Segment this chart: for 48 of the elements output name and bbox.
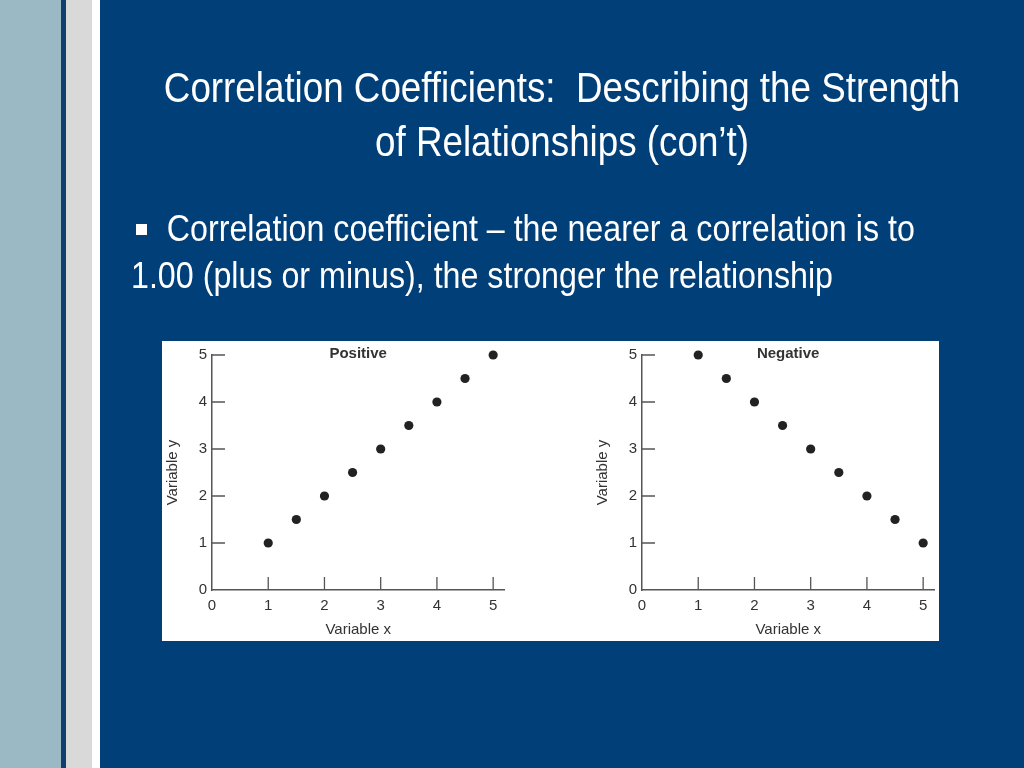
point	[376, 444, 386, 454]
point	[862, 491, 872, 501]
point	[721, 373, 731, 384]
point	[460, 373, 470, 384]
y-tick-label: 0	[628, 580, 637, 598]
text: Correlation Coefficients: Describing the Strength of Relationships (con’t)	[162, 62, 962, 167]
y-tick-label: 5	[628, 345, 637, 363]
x-tick-label: 5	[488, 596, 498, 614]
x-tick-label: 4	[432, 596, 442, 614]
point	[404, 420, 414, 431]
y-tick-label: 1	[198, 533, 207, 551]
point	[263, 538, 273, 548]
y-tick-label: 0	[198, 580, 207, 598]
y-tick-label: 2	[628, 486, 637, 504]
x-tick-label: 4	[862, 596, 872, 614]
y-axis-title: Variable y	[593, 439, 611, 506]
chart-title: Positive	[329, 344, 387, 362]
point	[890, 514, 900, 525]
x-tick-label: 2	[750, 596, 759, 614]
y-axis-title: Variable y	[163, 439, 181, 506]
point	[777, 420, 788, 431]
text: Correlation coefficient – the nearer a correlation is to 1.00 (plus or minus), the stronger the relationship	[131, 207, 916, 298]
point	[347, 467, 358, 478]
point	[693, 350, 703, 360]
point	[749, 397, 760, 407]
x-tick-label: 1	[264, 596, 273, 614]
point	[319, 491, 330, 501]
y-tick-label: 3	[628, 439, 637, 457]
y-tick-label: 1	[628, 533, 637, 551]
point	[834, 467, 844, 478]
point	[488, 350, 498, 360]
point	[806, 444, 816, 454]
y-tick-label: 4	[198, 392, 207, 410]
x-tick-label: 3	[376, 596, 385, 614]
x-tick-label: 5	[918, 596, 928, 614]
x-tick-label: 1	[694, 596, 703, 614]
point	[291, 514, 301, 525]
x-axis-title: Variable x	[325, 620, 392, 638]
chart-title: Negative	[756, 344, 820, 362]
x-tick-label: 3	[806, 596, 815, 614]
y-tick-label: 3	[198, 439, 207, 457]
y-tick-label: 4	[628, 392, 637, 410]
x-axis-title: Variable x	[755, 620, 822, 638]
y-tick-label: 2	[198, 486, 207, 504]
point	[432, 397, 442, 407]
point	[918, 538, 928, 548]
x-tick-label: 2	[320, 596, 329, 614]
y-tick-label: 5	[198, 345, 207, 363]
